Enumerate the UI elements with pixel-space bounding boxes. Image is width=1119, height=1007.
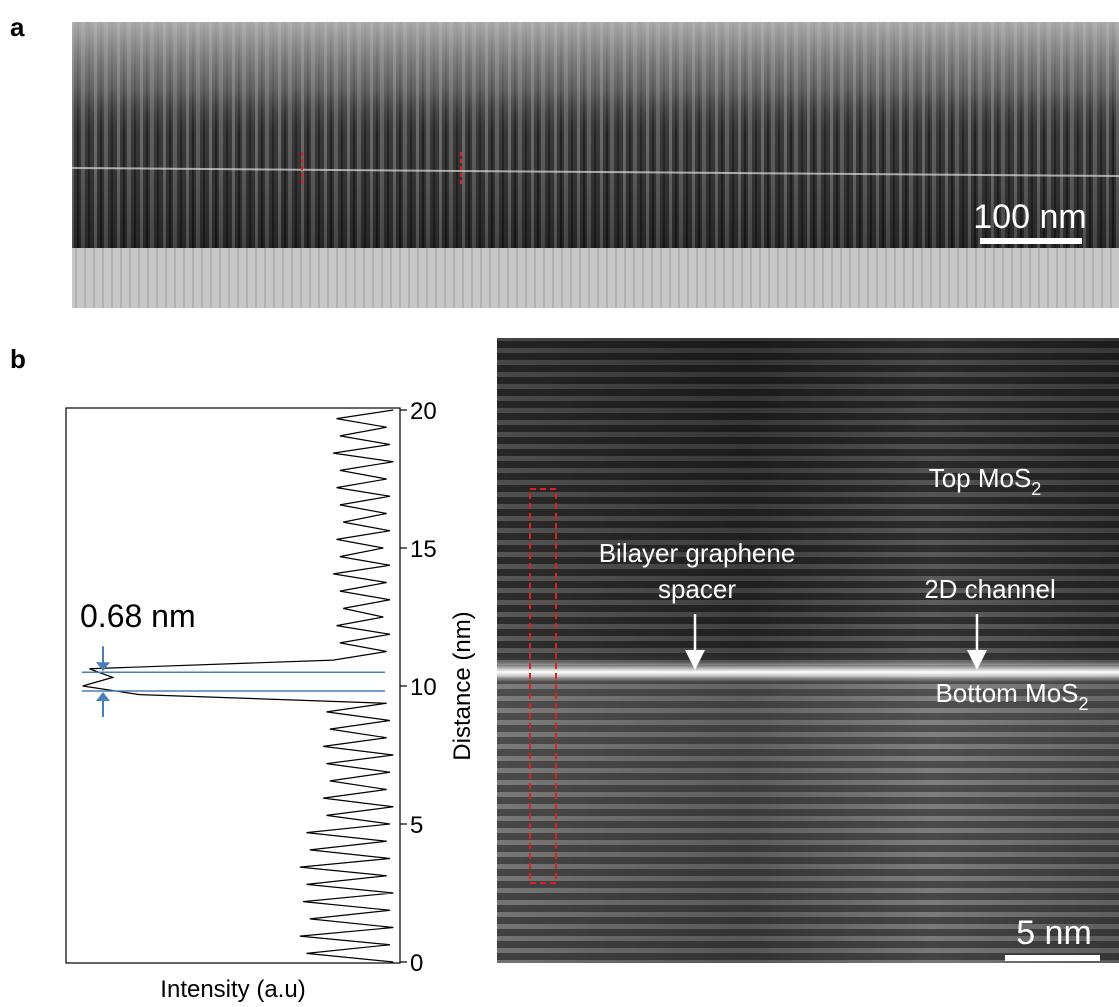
layer-label: Bottom MoS2 [935,678,1088,714]
measure-arrowhead [96,662,110,672]
tem-image-a [71,22,1119,308]
profile-line [82,409,394,963]
x-axis-label: Intensity (a.u) [160,976,305,1003]
layer-text: Bottom MoS [935,678,1078,708]
y-tick-label: 5 [410,812,423,839]
panel-label: b [10,344,26,374]
scale-bar-label: 5 nm [1016,914,1092,952]
y-tick-label: 15 [410,536,437,563]
y-tick-label: 20 [410,398,437,425]
measure-arrowhead [96,691,110,701]
panel-label: a [10,12,25,42]
layer-text: Top MoS [929,463,1032,493]
tem-image-b [497,338,1119,963]
layer-subscript: 2 [1031,479,1041,499]
measure-label: 0.68 nm [80,598,196,634]
spacer-label: spacer [658,574,736,604]
spacer-label: Bilayer graphene [599,538,796,568]
y-axis-label: Distance (nm) [449,611,476,760]
y-tick-label: 0 [410,950,423,977]
y-tick-label: 10 [410,674,437,701]
layer-label: Top MoS2 [929,463,1042,499]
layer-subscript: 2 [1079,694,1089,714]
scale-bar [1005,955,1100,961]
scale-bar [980,238,1082,244]
channel-label: 2D channel [924,574,1056,604]
scale-bar-label: 100 nm [973,198,1086,236]
